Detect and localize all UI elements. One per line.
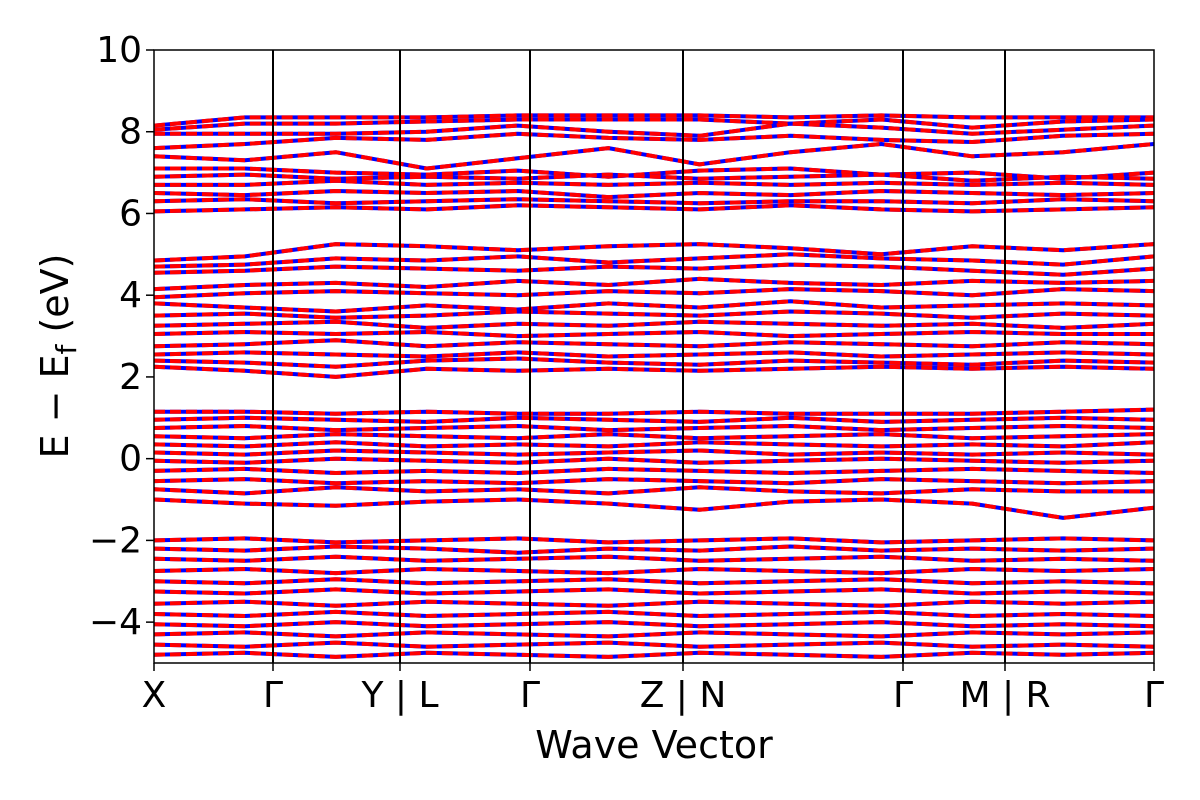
x-tick-label: Γ (520, 675, 540, 716)
band-38-dashed (154, 567, 1154, 576)
band-15-dashed (154, 287, 1154, 300)
x-tick-label: M | R (959, 675, 1050, 716)
band-21-dashed (154, 350, 1154, 359)
band-16-dashed (154, 299, 1154, 314)
plot-frame (153, 49, 1155, 664)
band-13-dashed (154, 262, 1154, 277)
band-28-dashed (154, 440, 1154, 449)
band-0-dashed (154, 113, 1154, 128)
y-tick-label: −4 (89, 602, 142, 643)
band-18-dashed (154, 319, 1154, 330)
kpoint-divider-lines (272, 50, 1006, 663)
band-45-dashed (154, 640, 1154, 649)
band-40-dashed (154, 587, 1154, 596)
band-22-dashed (154, 356, 1154, 369)
x-tick-label: Γ (263, 675, 283, 716)
band-3-dashed (154, 131, 1154, 151)
band-44-dashed (154, 630, 1154, 639)
band-27-dashed (154, 432, 1154, 441)
x-axis-title: Wave Vector (535, 723, 773, 767)
y-tick-label: 10 (96, 30, 142, 71)
band-30-dashed (154, 456, 1154, 465)
band-41-dashed (154, 599, 1154, 608)
y-axis-title: E − Ef (eV) (33, 254, 83, 459)
band-5-dashed (154, 166, 1154, 181)
band-37-dashed (154, 554, 1154, 563)
y-tick-label: 2 (119, 357, 142, 398)
band-24-dashed (154, 407, 1154, 416)
band-39-dashed (154, 577, 1154, 586)
x-tick-label: Y | L (360, 675, 438, 716)
y-tick-label: −2 (89, 520, 142, 561)
band-29-dashed (154, 448, 1154, 457)
band-2-dashed (154, 121, 1154, 138)
band-11-dashed (154, 242, 1154, 263)
x-tick-label: Γ (1144, 675, 1164, 716)
band-31-dashed (154, 466, 1154, 475)
band-4-dashed (154, 142, 1154, 171)
band-10-dashed (154, 203, 1154, 214)
band-34-dashed (154, 497, 1154, 520)
y-tick-label: 8 (119, 112, 142, 153)
band-35-dashed (154, 536, 1154, 545)
y-axis-title-main: E − E (33, 354, 77, 458)
band-32-dashed (154, 477, 1154, 486)
band-43-dashed (154, 620, 1154, 629)
band-23-dashed (154, 364, 1154, 379)
x-axis: X Γ Y | L Γ Z | N Γ M | R Γ (142, 663, 1164, 716)
y-axis-title-unit: (eV) (33, 254, 77, 345)
band-1-dashed (154, 117, 1154, 132)
band-8-dashed (154, 189, 1154, 200)
band-9-dashed (154, 197, 1154, 206)
band-19-dashed (154, 330, 1154, 339)
y-axis: −4 −2 0 2 4 6 8 10 (89, 30, 154, 643)
band-26-dashed (154, 424, 1154, 433)
x-tick-label: Z | N (640, 675, 727, 716)
band-36-dashed (154, 544, 1154, 555)
x-tick-label: X (142, 675, 167, 716)
y-tick-label: 0 (119, 439, 142, 480)
band-6-dashed (154, 172, 1154, 183)
band-42-dashed (154, 609, 1154, 618)
band-14-dashed (154, 276, 1154, 292)
y-tick-label: 6 (119, 193, 142, 234)
y-axis-title-subscript: f (50, 343, 83, 354)
x-tick-label: Γ (893, 675, 913, 716)
band-12-dashed (154, 252, 1154, 269)
y-tick-label: 4 (119, 275, 142, 316)
band-7-dashed (154, 178, 1154, 187)
band-25-dashed (154, 415, 1154, 424)
bands-layer (154, 113, 1154, 659)
band-17-dashed (154, 309, 1154, 320)
band-46-dashed (154, 650, 1154, 659)
band-33-dashed (154, 485, 1154, 496)
band-20-dashed (154, 338, 1154, 349)
